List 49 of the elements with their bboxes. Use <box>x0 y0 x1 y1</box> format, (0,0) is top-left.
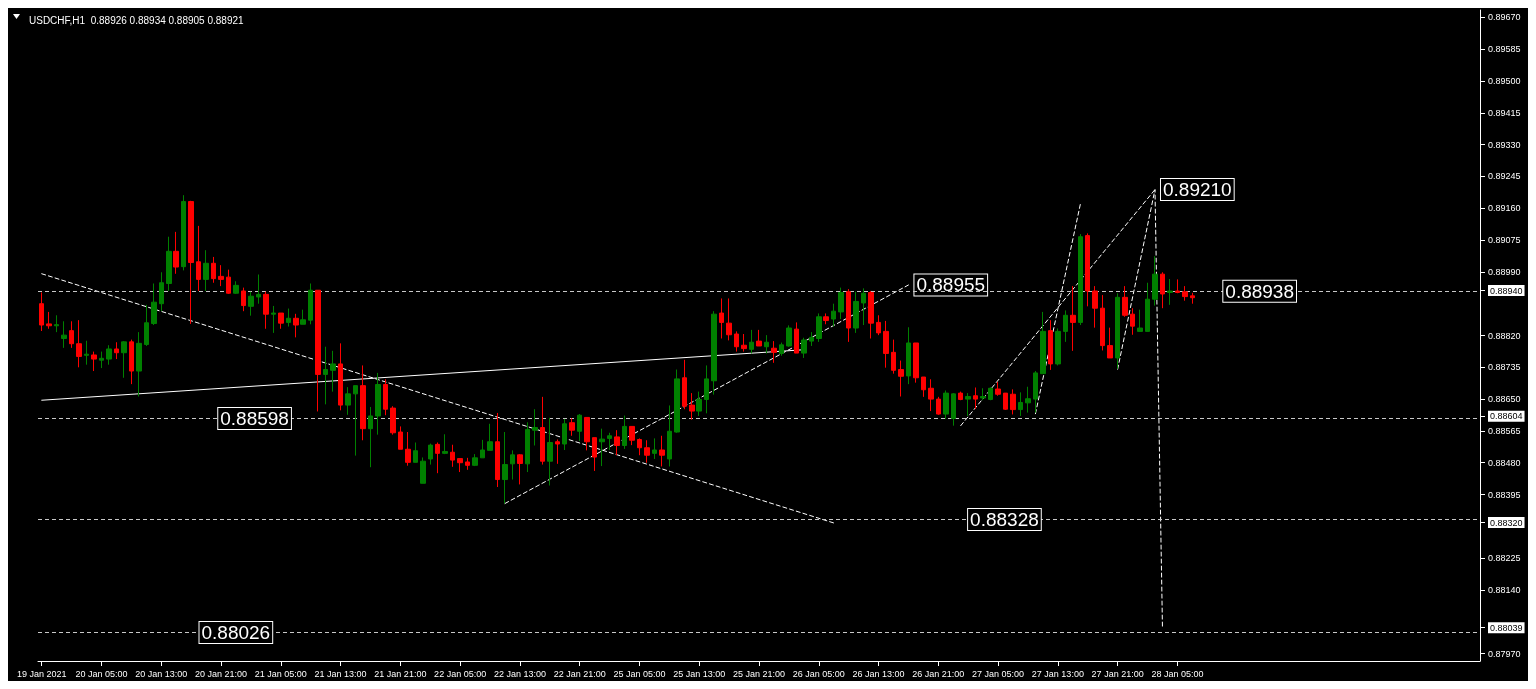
data-label: 0.89210 <box>1162 179 1232 201</box>
y-tick-label: 0.88140 <box>1488 584 1521 595</box>
x-tick-label: 22 Jan 05:00 <box>434 668 487 679</box>
y-tick-label: 0.89500 <box>1488 76 1521 87</box>
y-tick-label: 0.89160 <box>1488 203 1521 214</box>
y-tick-label: 0.87970 <box>1488 648 1521 659</box>
x-tick-label: 27 Jan 05:00 <box>972 668 1025 679</box>
ref-line-label: 0.88598 <box>220 408 289 430</box>
ref-line-label: 0.88026 <box>201 622 271 644</box>
x-tick-label: 19 Jan 2021 <box>16 668 67 679</box>
x-tick-label: 20 Jan 21:00 <box>195 668 248 679</box>
x-tick-label: 26 Jan 13:00 <box>852 668 905 679</box>
y-tick-label: 0.88990 <box>1488 266 1521 277</box>
x-tick-label: 25 Jan 05:00 <box>613 668 666 679</box>
y-tick-label: 0.88650 <box>1488 394 1521 405</box>
y-tick-label: 0.88604 <box>1490 411 1523 422</box>
x-tick-label: 22 Jan 21:00 <box>553 668 606 679</box>
ref-line-label: 0.88328 <box>970 509 1039 531</box>
x-tick-label: 27 Jan 13:00 <box>1031 668 1084 679</box>
y-tick-label: 0.88820 <box>1488 330 1521 341</box>
x-tick-label: 25 Jan 21:00 <box>732 668 786 679</box>
x-tick-label: 28 Jan 05:00 <box>1151 668 1204 679</box>
x-tick-label: 26 Jan 05:00 <box>792 668 845 679</box>
y-tick-label: 0.88320 <box>1490 517 1523 528</box>
y-tick-label: 0.89075 <box>1488 235 1521 246</box>
x-tick-label: 21 Jan 13:00 <box>314 668 367 679</box>
y-tick-label: 0.88395 <box>1488 489 1521 500</box>
x-tick-label: 26 Jan 21:00 <box>912 668 965 679</box>
y-tick-label: 0.88225 <box>1488 553 1521 564</box>
x-tick-label: 27 Jan 21:00 <box>1091 668 1144 679</box>
x-tick-label: 21 Jan 21:00 <box>374 668 427 679</box>
y-tick-label: 0.89585 <box>1488 44 1521 55</box>
x-tick-label: 25 Jan 13:00 <box>673 668 726 679</box>
y-tick-label: 0.89670 <box>1488 12 1521 23</box>
x-tick-label: 21 Jan 05:00 <box>254 668 307 679</box>
y-tick-label: 0.88480 <box>1488 457 1521 468</box>
y-tick-label: 0.88735 <box>1488 362 1521 373</box>
y-tick-label: 0.88039 <box>1490 622 1523 633</box>
x-tick-label: 20 Jan 05:00 <box>75 668 128 679</box>
y-tick-label: 0.89415 <box>1488 107 1521 118</box>
data-label: 0.88955 <box>916 274 986 296</box>
y-tick-label: 0.89330 <box>1488 139 1521 150</box>
x-tick-label: 20 Jan 13:00 <box>135 668 188 679</box>
x-tick-label: 22 Jan 13:00 <box>493 668 546 679</box>
ref-line-label: 0.88938 <box>1225 280 1295 302</box>
chart-title: USDCHF,H1 0.88926 0.88934 0.88905 0.88921 <box>29 14 245 26</box>
y-tick-label: 0.89245 <box>1488 171 1521 182</box>
y-tick-label: 0.88940 <box>1490 285 1523 296</box>
y-tick-label: 0.88565 <box>1488 425 1521 436</box>
